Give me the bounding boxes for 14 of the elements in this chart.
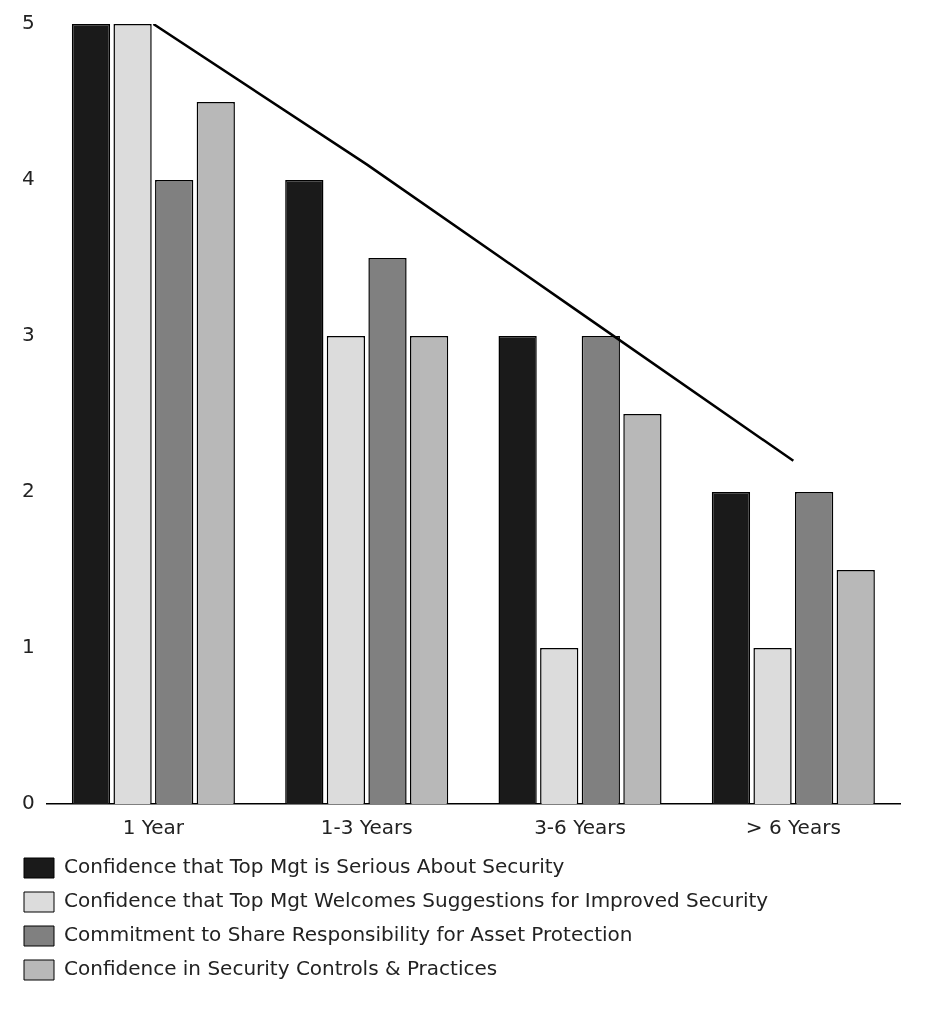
legend-label: Commitment to Share Responsibility for Asset Protection (64, 922, 633, 947)
x-tick-label: 1 Year (122, 815, 185, 840)
y-tick-label: 4 (21, 166, 35, 191)
y-tick-label: 1 (21, 634, 35, 659)
y-tick-label: 0 (21, 790, 35, 815)
x-tick-label: > 6 Years (745, 815, 841, 840)
y-tick-label: 3 (21, 322, 35, 347)
x-tick-label: 3-6 Years (534, 815, 626, 840)
y-tick-label: 2 (21, 478, 35, 503)
y-tick-label: 5 (21, 10, 35, 35)
legend-label: Confidence that Top Mgt Welcomes Suggestions for Improved Security (64, 888, 769, 913)
legend-label: Confidence that Top Mgt is Serious About Security (64, 854, 565, 879)
x-tick-label: 1-3 Years (320, 815, 413, 840)
legend-label: Confidence in Security Controls & Practices (64, 956, 498, 981)
